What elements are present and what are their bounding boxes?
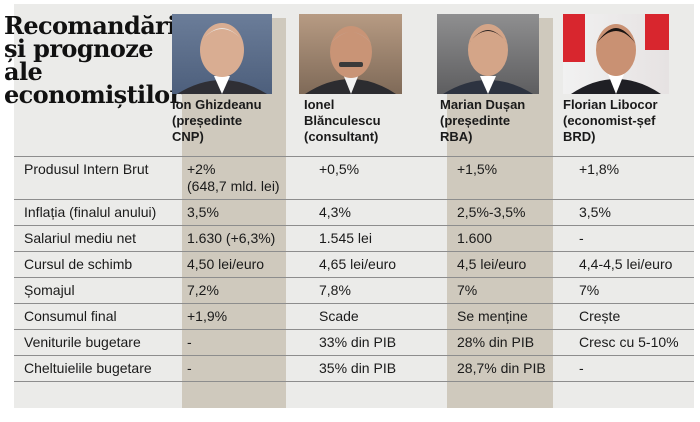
table-cell: 4,4-4,5 lei/euro: [579, 256, 673, 272]
table-cell: +2% (648,7 mld. lei): [187, 161, 280, 194]
row-label: Cursul de schimb: [24, 256, 133, 272]
row-label: Inflația (finalul anului): [24, 204, 157, 220]
table-cell: 7%: [579, 282, 600, 298]
table-cell: 2,5%-3,5%: [457, 204, 526, 220]
table-row: Cheltuielile bugetare - 35% din PIB 28,7…: [14, 355, 694, 382]
table-cell: 4,5 lei/euro: [457, 256, 527, 272]
table-cell: 1.600: [457, 230, 493, 246]
row-label: Cheltuielile bugetare: [24, 360, 152, 376]
table-cell: Crește: [579, 308, 621, 324]
row-label: Veniturile bugetare: [24, 334, 141, 350]
portrait-photo-1: [172, 14, 272, 94]
forecast-table: Produsul Intern Brut +2% (648,7 mld. lei…: [14, 156, 694, 382]
table-row: Șomajul 7,2% 7,8% 7% 7%: [14, 277, 694, 303]
table-cell: 28% din PIB: [457, 334, 535, 350]
row-label: Consumul final: [24, 308, 117, 324]
table-cell: 7%: [457, 282, 478, 298]
row-label: Salariul mediu net: [24, 230, 137, 246]
table-cell: Cresc cu 5-10%: [579, 334, 679, 350]
page-title: Recomandări și prognoze ale economiștilo…: [4, 11, 182, 109]
title-line: ale: [4, 57, 43, 86]
expert-name: Ion Ghizdeanu (președinte CNP): [172, 97, 262, 144]
table-cell: 3,5%: [187, 204, 219, 220]
table-cell: -: [579, 360, 584, 376]
table-row: Cursul de schimb 4,50 lei/euro 4,65 lei/…: [14, 251, 694, 277]
table-cell: -: [187, 360, 192, 376]
expert-name: Ionel Blănculescu (consultant): [304, 97, 381, 144]
table-cell: +1,8%: [579, 161, 620, 177]
title-line: și prognoze: [4, 34, 154, 63]
table-cell: -: [187, 334, 192, 350]
table-cell: 4,50 lei/euro: [187, 256, 265, 272]
table-row: Veniturile bugetare - 33% din PIB 28% di…: [14, 329, 694, 355]
table-cell: 35% din PIB: [319, 360, 397, 376]
expert-name: Florian Libocor (economist-șef BRD): [563, 97, 658, 144]
table-cell: 3,5%: [579, 204, 611, 220]
expert-name: Marian Dușan (președinte RBA): [440, 97, 526, 144]
title-line: Recomandări: [4, 11, 176, 40]
table-row: Consumul final +1,9% Scade Se menține Cr…: [14, 303, 694, 329]
title-line: economiștilor: [4, 80, 182, 109]
table-cell: 28,7% din PIB: [457, 360, 546, 376]
table-cell: -: [579, 230, 584, 246]
row-label: Șomajul: [24, 282, 75, 298]
table-cell: +1,9%: [187, 308, 228, 324]
table-cell: 7,2%: [187, 282, 219, 298]
table-cell: 33% din PIB: [319, 334, 397, 350]
portrait-photo-3: [437, 14, 539, 94]
portrait-photo-4: [563, 14, 669, 94]
table-cell: Se menține: [457, 308, 528, 324]
table-row: Salariul mediu net 1.630 (+6,3%) 1.545 l…: [14, 225, 694, 251]
table-cell: 1.545 lei: [319, 230, 372, 246]
row-label: Produsul Intern Brut: [24, 161, 149, 177]
table-cell: 7,8%: [319, 282, 351, 298]
table-cell: 4,65 lei/euro: [319, 256, 397, 272]
table-cell: Scade: [319, 308, 359, 324]
table-cell: +1,5%: [457, 161, 498, 177]
table-cell: 1.630 (+6,3%): [187, 230, 276, 246]
table-row: Produsul Intern Brut +2% (648,7 mld. lei…: [14, 156, 694, 199]
portrait-photo-2: [299, 14, 402, 94]
table-row: Inflația (finalul anului) 3,5% 4,3% 2,5%…: [14, 199, 694, 225]
table-cell: 4,3%: [319, 204, 351, 220]
table-cell: +0,5%: [319, 161, 360, 177]
